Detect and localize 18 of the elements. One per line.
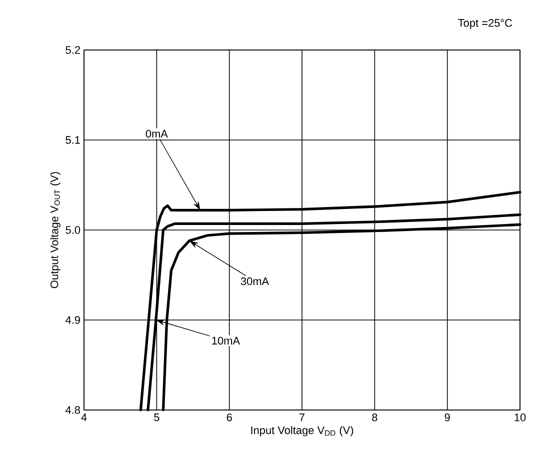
y-tick-label: 4.9 <box>66 316 80 324</box>
x-tick-label: 9 <box>444 414 450 422</box>
x-tick-label: 4 <box>81 414 87 422</box>
annotation: 30mA <box>240 277 270 286</box>
x-tick-label: 6 <box>226 414 232 422</box>
y-tick-label: 5.0 <box>66 226 80 234</box>
y-tick-label: 4.8 <box>66 406 80 414</box>
x-axis-title: Input Voltage V$_{DD}$ (V) <box>251 426 354 436</box>
x-tick-label: 8 <box>372 414 378 422</box>
text: Topt =25°C <box>458 19 512 29</box>
y-tick-label: 5.1 <box>66 136 80 144</box>
annotation: 0mA <box>146 130 168 138</box>
annotation: 10mA <box>212 336 240 345</box>
y-tick-label: 5.2 <box>66 46 80 54</box>
x-tick-label: 5 <box>154 414 160 422</box>
x-tick-label: 7 <box>300 414 305 422</box>
x-tick-label: 10 <box>514 414 526 422</box>
y-axis-title: Output Voltage V$_{OUT}$ (V) <box>50 172 60 288</box>
